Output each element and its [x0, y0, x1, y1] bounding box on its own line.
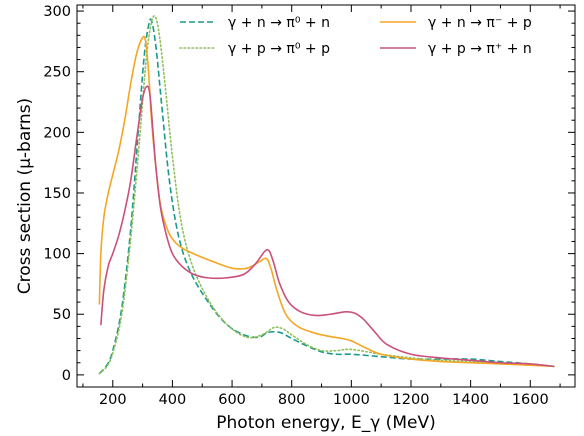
x-tick-label: 200: [99, 392, 127, 408]
x-tick-label: 800: [278, 392, 306, 408]
y-tick-label: 150: [43, 186, 71, 202]
axes-layer: 200 400 600 800 1000 1200 1400 1600 0 50 100 150 200…: [15, 4, 576, 433]
y-tick-label: 300: [43, 4, 71, 20]
legend-label-1: γ + p → π⁰ + p: [228, 41, 330, 57]
series-line-3: [100, 85, 555, 368]
x-tick-label: 1000: [333, 392, 370, 408]
series-line-1: [98, 15, 555, 375]
x-tick-label: 400: [159, 392, 187, 408]
y-tick-label: 100: [43, 247, 71, 263]
y-tick-label: 50: [53, 307, 71, 323]
x-tick-label: 600: [218, 392, 246, 408]
series-layer: [98, 15, 555, 375]
series-line-2: [98, 35, 555, 368]
series-line-0: [98, 18, 555, 375]
y-axis-label: Cross section (μ-barns): [15, 98, 35, 294]
x-axis-label: Photon energy, E_γ (MeV): [216, 413, 435, 433]
x-tick-label: 1600: [512, 392, 549, 408]
x-tick-label: 1400: [452, 392, 489, 408]
legend-label-2: γ + n → π⁻ + p: [428, 15, 532, 31]
y-tick-label: 200: [43, 125, 71, 141]
legend-label-0: γ + n → π⁰ + n: [228, 15, 330, 31]
legend-label-3: γ + p → π⁺ + n: [428, 41, 532, 57]
y-tick-label: 0: [62, 368, 71, 384]
legend: γ + n → π⁰ + n γ + n → π⁻ + p γ + p → π⁰ +…: [179, 15, 532, 57]
plot-frame: [76, 4, 576, 388]
y-tick-label: 250: [43, 65, 71, 81]
x-tick-label: 1200: [393, 392, 430, 408]
